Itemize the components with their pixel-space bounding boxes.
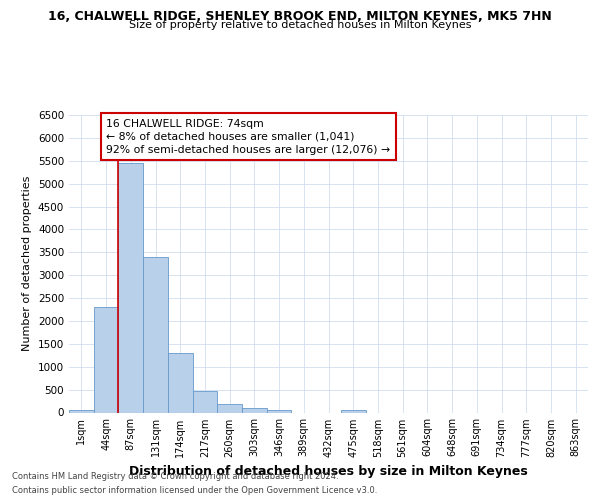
Bar	[69, 410, 94, 412]
Y-axis label: Number of detached properties: Number of detached properties	[22, 176, 32, 352]
Text: 16 CHALWELL RIDGE: 74sqm
← 8% of detached houses are smaller (1,041)
92% of semi: 16 CHALWELL RIDGE: 74sqm ← 8% of detache…	[106, 118, 390, 155]
Bar	[143, 257, 168, 412]
Bar	[341, 410, 365, 412]
Text: Contains public sector information licensed under the Open Government Licence v3: Contains public sector information licen…	[12, 486, 377, 495]
Bar	[118, 163, 143, 412]
Bar	[94, 307, 118, 412]
Text: Size of property relative to detached houses in Milton Keynes: Size of property relative to detached ho…	[129, 20, 471, 30]
Bar	[267, 410, 292, 412]
X-axis label: Distribution of detached houses by size in Milton Keynes: Distribution of detached houses by size …	[129, 465, 528, 478]
Text: Contains HM Land Registry data © Crown copyright and database right 2024.: Contains HM Land Registry data © Crown c…	[12, 472, 338, 481]
Bar	[242, 408, 267, 412]
Text: 16, CHALWELL RIDGE, SHENLEY BROOK END, MILTON KEYNES, MK5 7HN: 16, CHALWELL RIDGE, SHENLEY BROOK END, M…	[48, 10, 552, 23]
Bar	[217, 404, 242, 412]
Bar	[193, 390, 217, 412]
Bar	[168, 353, 193, 412]
